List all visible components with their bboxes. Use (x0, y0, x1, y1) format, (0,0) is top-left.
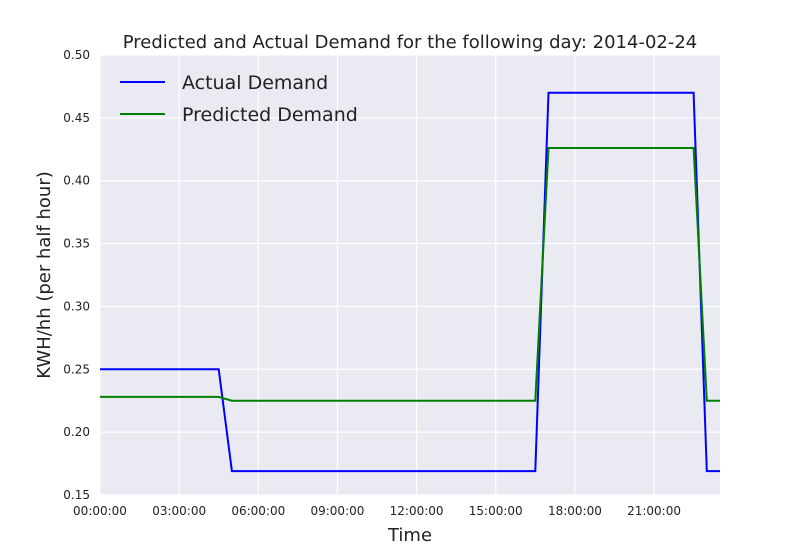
legend-label-actual-demand: Actual Demand (182, 72, 328, 94)
x-tick-label: 12:00:00 (390, 504, 444, 518)
series-group (100, 91, 720, 473)
x-tick-label: 06:00:00 (231, 504, 285, 518)
x-tick-label: 09:00:00 (310, 504, 364, 518)
y-tick-label: 0.40 (63, 174, 90, 188)
y-tick-label: 0.20 (63, 425, 90, 439)
y-tick-label: 0.45 (63, 111, 90, 125)
x-tick-label: 15:00:00 (469, 504, 523, 518)
y-tick-label: 0.30 (63, 299, 90, 313)
x-tick-label: 00:00:00 (73, 504, 127, 518)
x-tick-label: 21:00:00 (627, 504, 681, 518)
chart-title: Predicted and Actual Demand for the foll… (123, 32, 698, 53)
grid-lines (99, 54, 720, 496)
y-tick-label: 0.35 (63, 237, 90, 251)
y-tick-labels: 0.15 0.20 0.25 0.30 0.35 0.40 0.45 0.50 (63, 48, 90, 502)
series-line-predicted-demand (100, 147, 720, 402)
legend-label-predicted-demand: Predicted Demand (182, 104, 358, 126)
y-tick-label: 0.50 (63, 48, 90, 62)
x-tick-label: 03:00:00 (152, 504, 206, 518)
x-tick-label: 18:00:00 (548, 504, 602, 518)
plot-background (100, 55, 720, 495)
y-tick-label: 0.15 (63, 488, 90, 502)
y-tick-label: 0.25 (63, 362, 90, 376)
legend: Actual Demand Predicted Demand (120, 72, 358, 126)
x-axis-label: Time (387, 525, 432, 546)
x-tick-labels: 00:00:00 03:00:00 06:00:00 09:00:00 12:00:00… (73, 504, 681, 518)
y-axis-label: KWH/hh (per half hour) (34, 171, 55, 379)
